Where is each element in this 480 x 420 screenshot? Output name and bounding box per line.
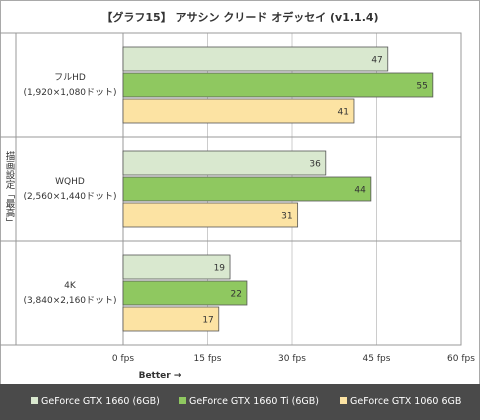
bar-label-s0-c2: 19	[214, 264, 226, 274]
bar-s0-c0	[122, 46, 389, 72]
x-tick-label-3: 45 fps	[363, 354, 391, 364]
legend	[0, 384, 480, 420]
x-tick-label-2: 30 fps	[278, 354, 306, 364]
category-label-0: フルHD	[54, 73, 86, 83]
x-tick-label-1: 15 fps	[194, 354, 222, 364]
legend-item-gtx1060: GeForce GTX 1060 6GB	[340, 395, 461, 409]
legend-item-gtx1660: GeForce GTX 1660 (6GB)	[31, 395, 160, 409]
bar-chart: 描画設定「最高」 フルHD (1,920×1,080ドット) 47 55 41 WQHD (2…	[0, 32, 475, 381]
bar-s0-c2	[122, 254, 231, 280]
bar-label-s1-c2: 22	[230, 290, 241, 300]
bar-label-s1-c1: 44	[354, 186, 366, 196]
legend-item-gtx1660ti: GeForce GTX 1660 Ti (6GB)	[179, 395, 319, 409]
bar-label-s2-c1: 31	[281, 212, 292, 222]
category-sublabel-2: (3,840×2,160ドット)	[23, 296, 116, 306]
x-axis-label: Better →	[139, 371, 182, 381]
bar-s1-c2	[122, 280, 248, 306]
bar-label-s1-c0: 55	[416, 82, 427, 92]
legend-swatch-gtx1060	[340, 397, 347, 404]
legend-label-gtx1660ti: GeForce GTX 1660 Ti (6GB)	[189, 396, 319, 407]
bar-s2-c1	[122, 202, 299, 228]
category-sublabel-1: (2,560×1,440ドット)	[23, 192, 116, 202]
legend-swatch-gtx1660	[31, 397, 38, 404]
chart-title: 【グラフ15】 アサシン クリード オデッセイ (v1.1.4)	[101, 11, 379, 24]
bar-s1-c1	[122, 176, 372, 202]
legend-swatch-gtx1660ti	[179, 397, 186, 404]
x-tick-label-0: 0 fps	[112, 354, 134, 364]
y-axis-label: 描画設定「最高」	[4, 150, 16, 227]
legend-label-gtx1660: GeForce GTX 1660 (6GB)	[41, 396, 160, 407]
bar-s1-c0	[122, 72, 434, 98]
bar-label-s2-c0: 41	[338, 108, 349, 118]
bar-s2-c2	[122, 306, 220, 332]
bar-label-s0-c0: 47	[371, 56, 382, 66]
bar-label-s2-c2: 17	[202, 316, 213, 326]
x-tick-label-4: 60 fps	[447, 354, 475, 364]
bar-s0-c1	[122, 150, 327, 176]
legend-label-gtx1060: GeForce GTX 1060 6GB	[350, 396, 462, 407]
category-sublabel-0: (1,920×1,080ドット)	[23, 88, 116, 98]
bar-label-s0-c1: 36	[309, 160, 321, 170]
category-label-2: 4K	[64, 281, 77, 291]
category-label-1: WQHD	[55, 177, 85, 187]
bar-s2-c0	[122, 98, 355, 124]
